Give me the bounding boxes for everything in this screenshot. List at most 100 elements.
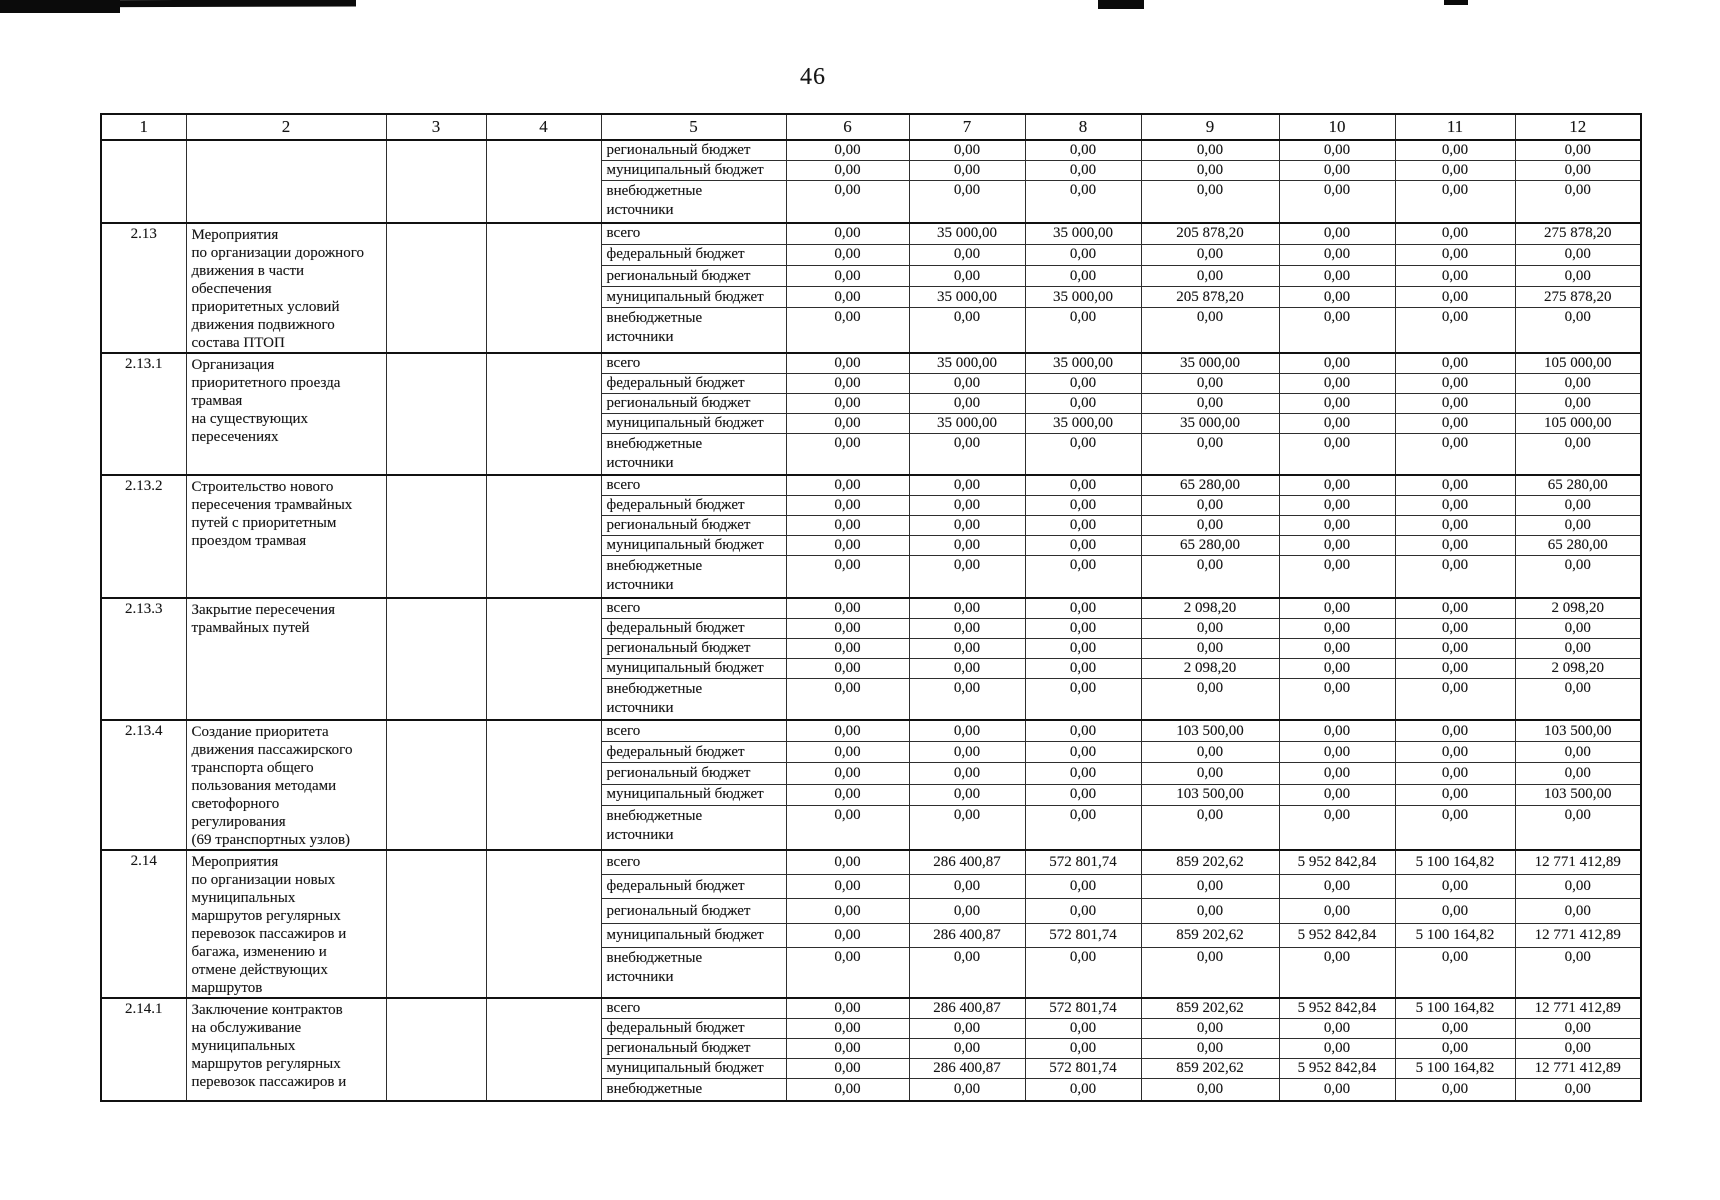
value-cell: 0,00 (1514, 515, 1642, 536)
value-cell: 0,00 (1514, 555, 1642, 598)
value-cell: 0,00 (785, 243, 910, 266)
budget-type-label: внебюджетные источники (600, 180, 787, 223)
column-header: 12 (1514, 113, 1642, 141)
value-cell: 0,00 (1394, 719, 1516, 743)
empty-cell (485, 997, 602, 1101)
table-row: региональный бюджет 0,00 0,00 0,00 0,00 0,00 0… (101, 1038, 1642, 1059)
value-cell: 0,00 (1140, 264, 1280, 288)
value-cell: 0,00 (1278, 474, 1396, 496)
row-code: 2.13.2 (100, 474, 187, 598)
row-code: 2.13.4 (100, 719, 187, 851)
value-cell: 0,00 (908, 946, 1026, 999)
budget-type-label: муниципальный бюджет (600, 160, 787, 181)
value-cell: 0,00 (1394, 139, 1516, 161)
value-cell: 0,00 (1024, 804, 1142, 851)
value-cell: 0,00 (1394, 677, 1516, 721)
budget-type-label: всего (600, 221, 787, 245)
value-cell: 0,00 (1394, 243, 1516, 266)
table-row: 2.13.1 Организация приоритетного проезда … (100, 351, 1642, 476)
value-cell: 0,00 (1394, 596, 1516, 619)
table-header-row: 1 2 3 4 5 6 7 8 9 10 11 12 (100, 113, 1642, 141)
value-cell: 0,00 (1278, 783, 1396, 806)
value-cell: 0,00 (785, 677, 910, 721)
table-row: 2.14 Мероприятия по организации новых мун… (100, 849, 1642, 999)
value-cell: 0,00 (1024, 264, 1142, 288)
value-cell: 0,00 (908, 617, 1026, 639)
value-cell: 0,00 (785, 997, 910, 1019)
value-cell: 0,00 (785, 637, 910, 659)
value-cell: 0,00 (1514, 617, 1642, 639)
value-cell: 35 000,00 (1140, 412, 1280, 434)
table-row: муниципальный бюджет 0,00 0,00 0,00 65 280,0… (101, 535, 1642, 556)
table-row: муниципальный бюджет 0,00 0,00 0,00 0,00 0,00… (101, 160, 1642, 181)
value-cell: 0,00 (1024, 946, 1142, 999)
value-cell: 0,00 (785, 180, 910, 223)
value-cell: 0,00 (1278, 495, 1396, 516)
value-cell: 0,00 (1024, 432, 1142, 476)
value-cell: 0,00 (1278, 719, 1396, 743)
value-cell: 0,00 (785, 351, 910, 374)
row-description: Организация приоритетного проезда трамва… (185, 351, 387, 476)
value-cell: 105 000,00 (1514, 412, 1642, 434)
value-cell: 0,00 (1278, 372, 1396, 394)
value-cell: 0,00 (1394, 1078, 1516, 1101)
value-cell: 0,00 (785, 1078, 910, 1101)
value-cell: 0,00 (1024, 474, 1142, 496)
budget-type-label: всего (600, 351, 787, 374)
budget-type-label: всего (600, 474, 787, 496)
value-cell: 0,00 (1394, 946, 1516, 999)
empty-cell (485, 596, 602, 721)
value-cell: 0,00 (908, 372, 1026, 394)
value-cell: 5 952 842,84 (1278, 849, 1396, 876)
value-cell: 0,00 (1514, 741, 1642, 764)
value-cell: 0,00 (785, 474, 910, 496)
budget-type-label: региональный бюджет (600, 637, 787, 659)
value-cell: 0,00 (1140, 741, 1280, 764)
value-cell: 859 202,62 (1140, 997, 1280, 1019)
value-cell: 0,00 (908, 515, 1026, 536)
empty-cell (385, 221, 487, 353)
budget-type-label: внебюджетные источники (600, 307, 787, 353)
empty-cell (385, 596, 487, 721)
budget-type-label: федеральный бюджет (600, 617, 787, 639)
table-row: 2.14.1 Заключение контрактов на обслужива… (100, 997, 1642, 1101)
value-cell: 0,00 (1394, 392, 1516, 414)
value-cell: 0,00 (1024, 874, 1142, 900)
table-row: региональный бюджет 0,00 0,00 0,00 0,00 0,00 0… (101, 762, 1642, 785)
value-cell: 0,00 (1140, 243, 1280, 266)
value-cell: 5 100 164,82 (1394, 922, 1516, 948)
value-cell: 0,00 (1140, 160, 1280, 181)
value-cell: 0,00 (1278, 762, 1396, 785)
budget-type-label: муниципальный бюджет (600, 412, 787, 434)
value-cell: 0,00 (1514, 677, 1642, 721)
value-cell: 0,00 (1394, 160, 1516, 181)
value-cell: 0,00 (908, 874, 1026, 900)
value-cell: 0,00 (1278, 243, 1396, 266)
table-row: 2.13.4 Создание приоритета движения пасса… (100, 719, 1642, 851)
budget-type-label: региональный бюджет (600, 898, 787, 924)
value-cell: 0,00 (1394, 657, 1516, 679)
column-header: 3 (385, 113, 487, 141)
value-cell: 0,00 (1024, 719, 1142, 743)
table-row: муниципальный бюджет 0,00 35 000,00 35 000,… (101, 412, 1642, 434)
budget-type-label: региональный бюджет (600, 1038, 787, 1059)
table-row: региональный бюджет 0,00 0,00 0,00 0,00 0,00 0… (100, 139, 1642, 223)
value-cell: 0,00 (908, 596, 1026, 619)
value-cell: 105 000,00 (1514, 351, 1642, 374)
value-cell: 205 878,20 (1140, 286, 1280, 309)
value-cell: 0,00 (1024, 741, 1142, 764)
value-cell: 0,00 (908, 719, 1026, 743)
value-cell: 859 202,62 (1140, 849, 1280, 876)
value-cell: 0,00 (785, 804, 910, 851)
value-cell: 0,00 (1024, 1078, 1142, 1101)
value-cell: 0,00 (908, 307, 1026, 353)
table-row: 2.13.3 Закрытие пересечения трамвайных пу… (100, 596, 1642, 721)
row-description: Мероприятия по организации новых муницип… (185, 849, 387, 999)
value-cell: 0,00 (785, 412, 910, 434)
value-cell: 0,00 (1278, 741, 1396, 764)
value-cell: 0,00 (1394, 741, 1516, 764)
value-cell: 0,00 (1394, 412, 1516, 434)
value-cell: 0,00 (1140, 180, 1280, 223)
row-description: Создание приоритета движения пассажирско… (185, 719, 387, 851)
column-header: 2 (185, 113, 387, 141)
